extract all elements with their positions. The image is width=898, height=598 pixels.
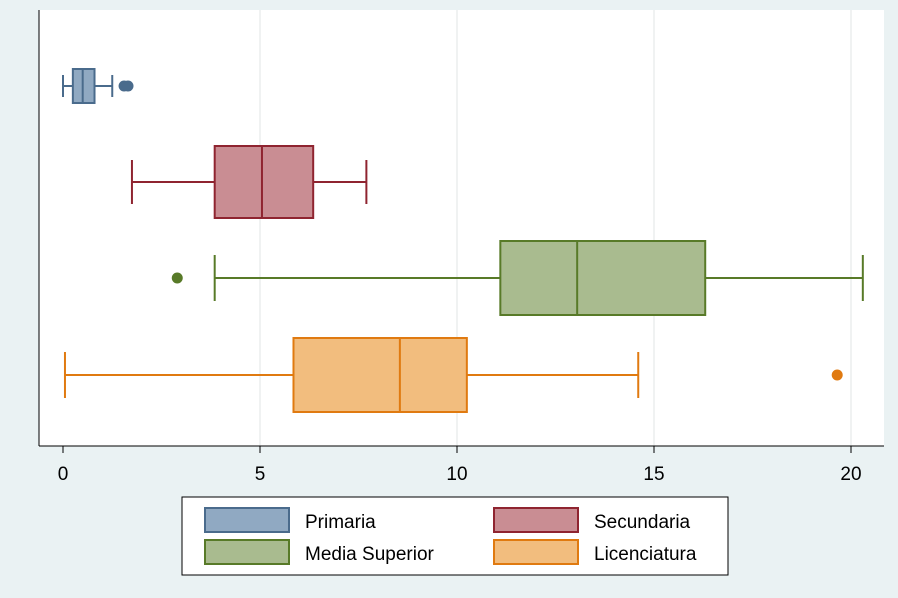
- legend-label-licenciatura: Licenciatura: [594, 544, 697, 565]
- box-media-superior: [171, 240, 864, 316]
- legend: Primaria Secundaria Media Superior Licencia…: [181, 496, 729, 576]
- x-tick-label-10: 10: [446, 464, 467, 485]
- outlier-primaria-1: [122, 80, 134, 92]
- x-tick-label-20: 20: [840, 464, 861, 485]
- x-axis-ticks: 0 5 10 15 20: [58, 446, 862, 485]
- legend-swatch-media-superior: [204, 539, 290, 565]
- legend-label-media-superior: Media Superior: [305, 544, 435, 565]
- boxes: [62, 68, 864, 413]
- legend-swatch-secundaria: [493, 507, 579, 533]
- outlier-licenciatura-0: [831, 369, 843, 381]
- box-secundaria: [130, 145, 368, 219]
- legend-swatch-licenciatura: [493, 539, 579, 565]
- legend-label-secundaria: Secundaria: [594, 512, 691, 533]
- x-tick-label-0: 0: [58, 464, 69, 485]
- x-tick-label-15: 15: [643, 464, 664, 485]
- iqr-box-licenciatura: [292, 337, 468, 413]
- box-licenciatura: [63, 337, 843, 413]
- gridlines: [259, 10, 852, 446]
- x-tick-label-5: 5: [255, 464, 266, 485]
- iqr-box-secundaria: [213, 145, 315, 219]
- legend-label-primaria: Primaria: [305, 512, 376, 533]
- legend-swatch-primaria: [204, 507, 290, 533]
- iqr-box-media-superior: [499, 240, 707, 316]
- outlier-media-superior-0: [171, 272, 183, 284]
- box-primaria: [62, 68, 134, 104]
